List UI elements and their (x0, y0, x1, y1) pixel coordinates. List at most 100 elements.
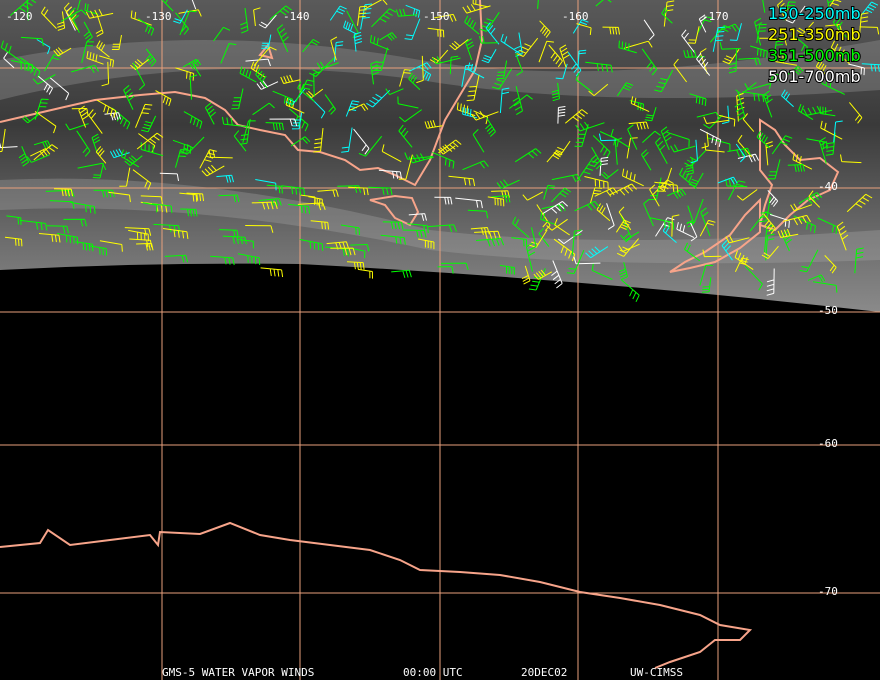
wind-barb (614, 137, 623, 165)
wind-barb (0, 40, 23, 63)
wind-barb (132, 62, 146, 91)
wind-barb (53, 188, 73, 197)
wind-barb (702, 249, 722, 258)
wind-barb (345, 100, 360, 117)
wind-barb (123, 85, 135, 110)
wind-barb (272, 90, 294, 107)
wind-barb (825, 132, 836, 156)
wind-barb (111, 35, 122, 50)
footer-text: GMS-5 WATER VAPOR WINDS (162, 666, 314, 679)
wind-barb (496, 179, 520, 189)
wind-barb (456, 102, 476, 117)
wind-barb (782, 214, 811, 226)
wind-barb (765, 141, 774, 166)
wind-barb (136, 242, 154, 251)
wind-barb (71, 108, 89, 116)
wind-barb (576, 23, 592, 35)
wind-barb (348, 103, 369, 112)
wind-barb (474, 230, 501, 239)
wind-barb (260, 267, 284, 278)
wind-barb (220, 43, 237, 64)
wind-barb (738, 57, 761, 66)
wind-barb (44, 54, 61, 72)
wind-barb (399, 109, 422, 123)
wind-barb (71, 64, 99, 73)
legend-entry: 501-700mb (768, 67, 861, 86)
wind-barb (763, 90, 773, 118)
wind-barb (791, 33, 808, 54)
wind-barb (124, 155, 143, 166)
wind-barb (38, 233, 61, 243)
wind-barb (690, 222, 698, 242)
wind-barb (175, 12, 189, 35)
wind-barb (641, 149, 652, 171)
wind-barb (799, 249, 819, 273)
latitude-label: -40 (818, 180, 838, 193)
wind-barb (769, 73, 780, 90)
wind-barb (516, 37, 539, 57)
wind-barb (326, 241, 350, 250)
wind-barb (313, 128, 324, 153)
wind-barb (776, 0, 789, 22)
wind-barb (515, 53, 523, 76)
wind-barb (428, 224, 457, 233)
wind-barb (357, 268, 373, 279)
wind-barb (725, 178, 748, 188)
wind-barbs (0, 0, 880, 303)
wind-barb (686, 205, 695, 228)
wind-barb (40, 6, 57, 29)
axis-labels: -120 -130 -140 -150 -160 -170 -40 -50 -60 -70 (6, 10, 838, 598)
wind-barb (722, 49, 740, 65)
wind-barb (499, 264, 515, 275)
wind-barb (830, 40, 851, 65)
wind-barb (699, 128, 722, 148)
wind-barb (821, 76, 845, 95)
wind-barb (288, 108, 309, 132)
wind-barb (46, 225, 69, 234)
footer-text: 20DEC02 (521, 666, 567, 679)
wind-barb (656, 167, 673, 192)
wind-barb (175, 149, 188, 168)
tasmania-coast (369, 194, 420, 227)
wind-barb (239, 66, 257, 83)
wind-barb (734, 91, 746, 121)
wind-barb (398, 124, 413, 148)
wind-barb (599, 156, 609, 176)
wind-barb (33, 140, 52, 149)
wind-barb (574, 124, 589, 147)
wind-barb (663, 0, 675, 27)
wind-barb (499, 87, 510, 114)
wind-barb (0, 128, 6, 153)
wind-barb (81, 41, 94, 64)
wind-barb (186, 192, 204, 202)
wind-barb (297, 81, 315, 102)
wind-barb (798, 192, 823, 204)
wind-barb (594, 187, 618, 197)
wind-barb (159, 172, 179, 181)
wind-barb (546, 218, 568, 231)
wind-barb (729, 23, 742, 41)
wind-barb (836, 221, 849, 251)
australia-coast (258, 42, 274, 60)
wind-barb (10, 0, 37, 16)
wind-barb (245, 58, 271, 67)
wind-barb (585, 246, 609, 259)
wind-barb (199, 149, 217, 169)
wind-barb (689, 93, 707, 107)
wind-barb (696, 111, 720, 119)
wind-barb (408, 72, 421, 91)
wind-barb (537, 0, 539, 9)
wind-barb (796, 21, 814, 35)
longitude-label: -130 (145, 10, 172, 23)
wind-barb (819, 137, 829, 164)
wind-barb (397, 96, 419, 109)
wind-barb (822, 0, 842, 17)
wind-barb (99, 55, 115, 68)
footer-text: 00:00 UTC (403, 666, 463, 679)
wind-barb (182, 58, 202, 70)
wind-barb (676, 222, 695, 239)
wind-barb (369, 35, 390, 51)
wind-barb (728, 48, 737, 74)
wind-barb (280, 74, 301, 84)
wind-barb (744, 83, 771, 91)
